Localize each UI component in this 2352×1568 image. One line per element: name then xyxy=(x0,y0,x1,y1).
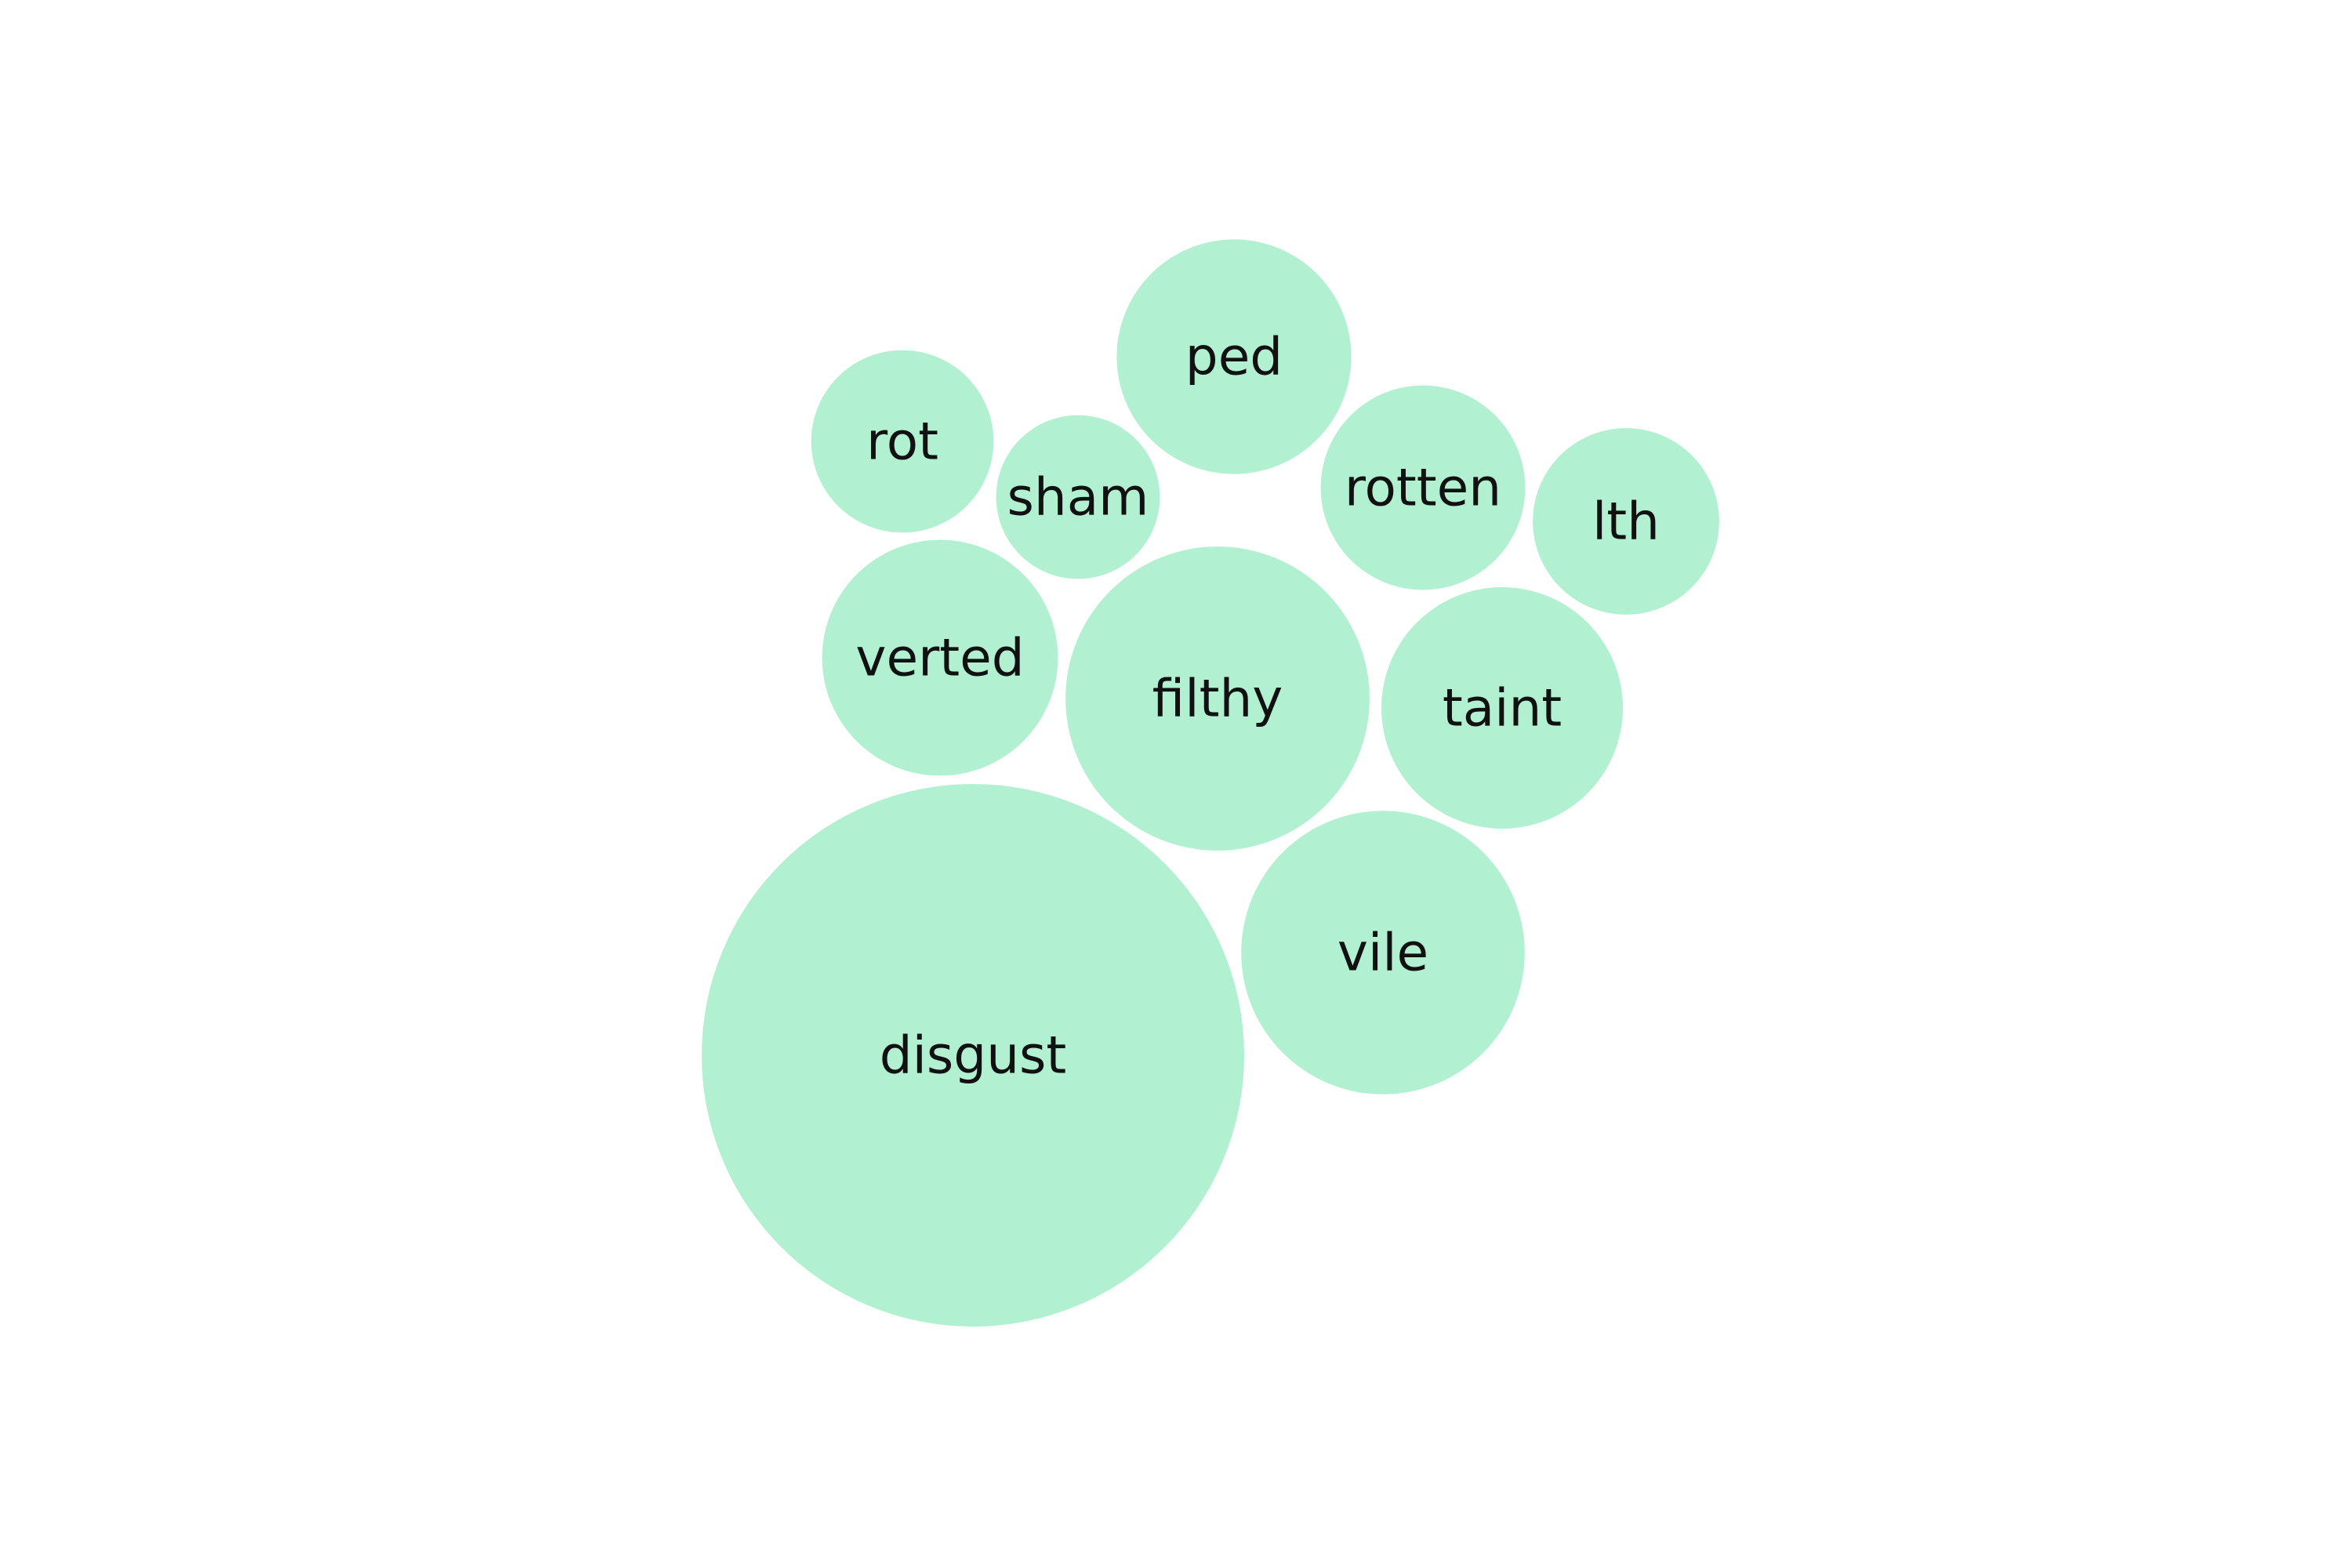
bubble-label-rot: rot xyxy=(866,412,938,472)
bubble-group: disgust filthy vile taint verted ped rotten lth… xyxy=(702,239,1719,1327)
bubble-sham xyxy=(996,415,1160,579)
bubble-vile xyxy=(1241,811,1525,1094)
bubble-label-filthy: filthy xyxy=(1152,669,1283,729)
bubble-label-taint: taint xyxy=(1443,678,1562,739)
bubble-label-ped: ped xyxy=(1185,327,1283,387)
bubble-rotten xyxy=(1320,385,1526,590)
bubble-taint xyxy=(1381,587,1623,829)
bubble-label-sham: sham xyxy=(1007,467,1149,528)
bubble-label-lth: lth xyxy=(1592,492,1660,552)
bubble-label-verted: verted xyxy=(855,628,1024,688)
bubble-verted xyxy=(822,539,1058,776)
bubble-lth xyxy=(1533,428,1719,615)
bubble-disgust xyxy=(702,784,1244,1327)
bubble-label-vile: vile xyxy=(1338,923,1428,983)
bubble-rot xyxy=(811,350,994,533)
bubble-ped xyxy=(1116,239,1352,474)
bubble-label-rotten: rotten xyxy=(1345,458,1501,518)
bubble-label-disgust: disgust xyxy=(880,1025,1067,1086)
bubble-filthy xyxy=(1065,546,1370,851)
